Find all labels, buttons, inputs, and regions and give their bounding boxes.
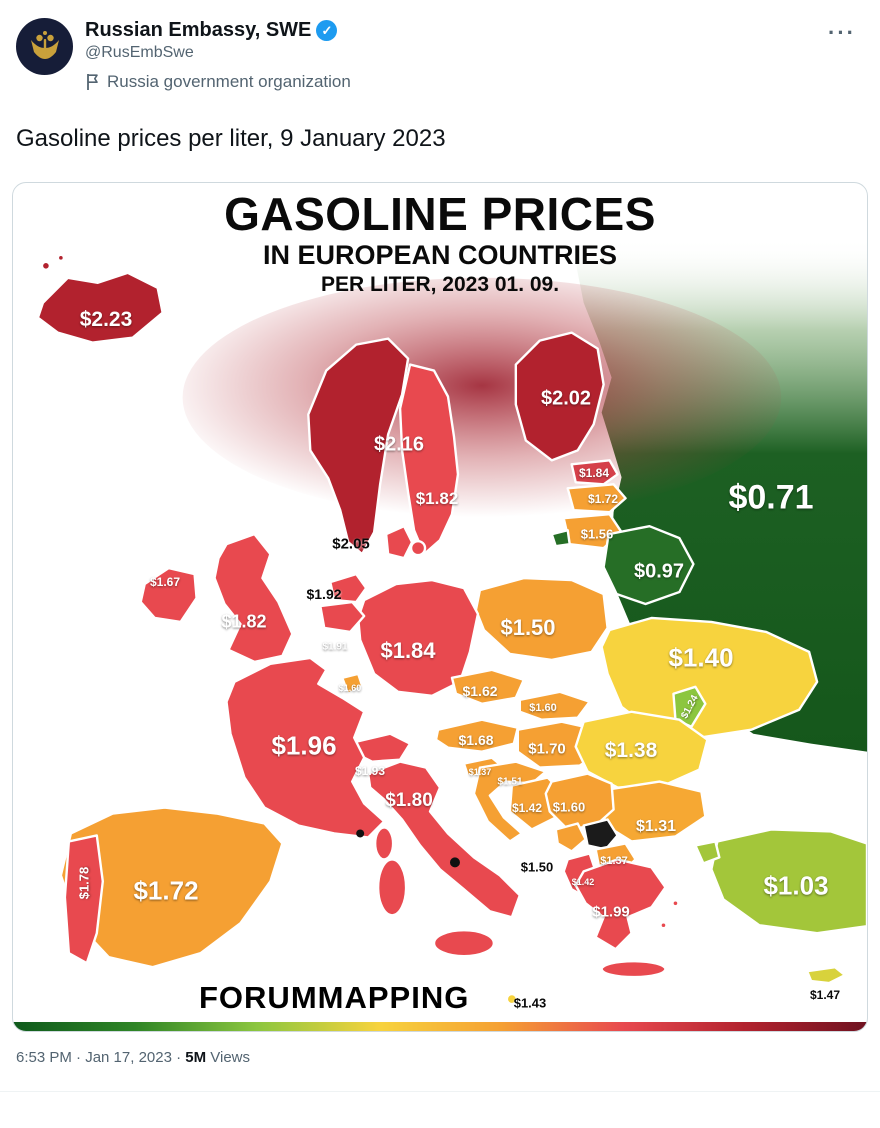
divider	[0, 1091, 880, 1092]
country-italy	[366, 760, 522, 919]
country-estonia	[570, 459, 619, 486]
country-luxembourg	[341, 672, 364, 695]
island-aegean-1	[659, 921, 668, 930]
country-kosovo	[582, 818, 619, 851]
country-denmark	[384, 524, 414, 560]
country-portugal	[63, 834, 104, 965]
region-kaliningrad	[550, 528, 571, 548]
island-aegean-2	[671, 899, 680, 908]
country-denmark-island	[409, 539, 427, 557]
gov-org-label-row[interactable]: Russia government organization	[85, 72, 351, 92]
city-dot-rome	[449, 857, 460, 868]
country-latvia	[566, 483, 627, 514]
verified-badge-icon: ✓	[316, 20, 338, 41]
europe-map-graphic	[36, 237, 867, 1006]
author-handle[interactable]: @RusEmbSwe	[85, 44, 194, 61]
country-montenegro	[554, 822, 587, 853]
more-menu-button[interactable]: ···	[828, 20, 856, 45]
island-crete	[600, 959, 667, 979]
country-united-kingdom	[213, 532, 294, 664]
country-poland	[474, 576, 609, 662]
tweet-meta: 6:53 PM · Jan 17, 2023 · 5M Views	[16, 1049, 864, 1066]
country-belarus	[602, 524, 695, 606]
country-turkey	[710, 828, 867, 935]
header-text-block: Russian Embassy, SWE ✓ @RusEmbSwe Russia…	[85, 18, 351, 92]
russian-coat-of-arms-icon	[30, 30, 59, 59]
views-count: 5M	[185, 1049, 207, 1066]
country-iceland	[36, 271, 164, 344]
country-ireland	[139, 566, 198, 624]
views-label: Views	[206, 1049, 251, 1066]
island-malta	[505, 992, 519, 1006]
north-red-gradient	[182, 277, 782, 518]
gov-org-label: Russia government organization	[107, 72, 351, 91]
island-faroe-2	[56, 253, 66, 263]
tweet-image-gasoline-map[interactable]: GASOLINE PRICES IN EUROPEAN COUNTRIES PE…	[12, 182, 868, 1032]
tweet-text: Gasoline prices per liter, 9 January 202…	[16, 125, 446, 152]
island-faroe	[40, 260, 52, 271]
island-cyprus	[805, 965, 847, 985]
color-scale-bar	[13, 1022, 867, 1031]
island-corsica	[373, 826, 395, 861]
tweet-header: Russian Embassy, SWE ✓ @RusEmbSwe Russia…	[0, 0, 880, 92]
country-finland	[514, 331, 605, 462]
country-france	[225, 656, 386, 839]
country-austria	[434, 718, 520, 753]
country-netherlands	[329, 572, 368, 604]
country-ukraine	[600, 616, 819, 739]
country-slovakia	[518, 690, 591, 721]
country-belgium	[319, 600, 366, 634]
island-sicily	[432, 929, 496, 958]
country-norway	[307, 337, 410, 556]
timestamp[interactable]: 6:53 PM · Jan 17, 2023 ·	[16, 1049, 186, 1066]
island-sardinia	[376, 858, 408, 917]
country-romania	[574, 710, 709, 789]
avatar[interactable]	[16, 18, 73, 75]
country-greece	[574, 858, 667, 951]
country-sweden	[398, 363, 460, 556]
country-moldova	[672, 685, 707, 728]
country-czechia	[450, 668, 526, 705]
author-name[interactable]: Russian Embassy, SWE	[85, 19, 312, 41]
city-dot-monaco	[356, 829, 365, 838]
flag-icon	[87, 74, 98, 90]
country-turkey-thrace	[694, 840, 721, 865]
